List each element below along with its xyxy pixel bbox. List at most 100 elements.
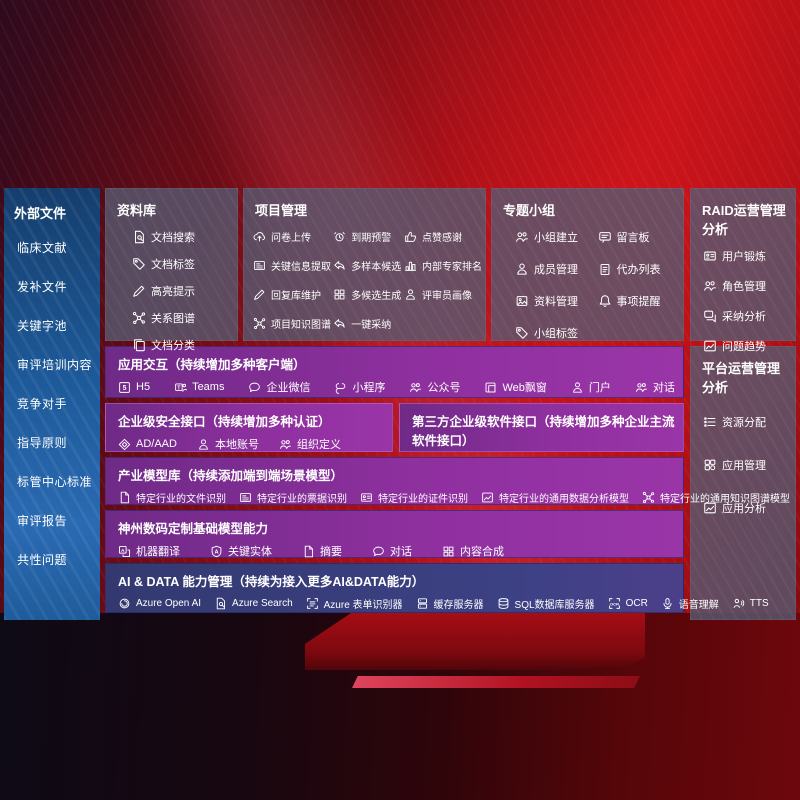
- item-tts[interactable]: TTS: [732, 597, 769, 610]
- item-label: 企业微信: [266, 382, 311, 394]
- sidebar-item[interactable]: 共性问题: [17, 553, 68, 567]
- item-app-manage[interactable]: 应用管理: [703, 457, 790, 473]
- item-cache-server[interactable]: 缓存服务器: [416, 596, 484, 611]
- item-label: 文档搜索: [151, 232, 195, 244]
- item-material-manage[interactable]: 资料管理: [515, 293, 598, 309]
- item-dialog[interactable]: 对话: [635, 379, 675, 395]
- sidebar-item[interactable]: 竞争对手: [17, 397, 68, 411]
- item-expert-rank[interactable]: 内部专家排名: [404, 258, 482, 273]
- item-reply-maintain[interactable]: 回复库维护: [253, 287, 331, 302]
- item-ocr[interactable]: OCR OCR: [608, 597, 648, 610]
- tts-icon: [732, 597, 745, 610]
- sidebar-item[interactable]: 审评培训内容: [17, 358, 93, 372]
- item-chat-dialog[interactable]: 对话: [372, 543, 412, 559]
- item-teams[interactable]: T Teams: [174, 381, 224, 394]
- item-file-recognition[interactable]: 特定行业的文件识别: [118, 490, 226, 505]
- band-items: 5 H5 T Teams 企业微信 小程序 公众号 Web飘窗 门户 对话: [106, 379, 683, 395]
- item-h5[interactable]: 5 H5: [118, 381, 150, 394]
- item-translate[interactable]: A 机器翻译: [118, 543, 180, 559]
- item-miniprogram[interactable]: 小程序: [334, 379, 385, 395]
- web-popup-icon: [484, 381, 497, 394]
- openai-icon: [118, 597, 131, 610]
- item-multi-sample[interactable]: 多样本候选: [333, 258, 402, 273]
- item-resource-allocation[interactable]: 资源分配: [703, 414, 790, 430]
- h5-icon: 5: [118, 381, 131, 394]
- item-doc-tag[interactable]: 文档标签: [132, 256, 232, 272]
- item-label: 资料管理: [534, 296, 578, 308]
- item-key-entity[interactable]: A 关键实体: [210, 543, 272, 559]
- item-local-account[interactable]: 本地账号: [197, 436, 259, 452]
- item-doc-category[interactable]: 文档分类: [132, 337, 232, 353]
- item-group-tag[interactable]: 小组标签: [515, 325, 598, 341]
- item-id-recognition[interactable]: 特定行业的证件识别: [360, 490, 468, 505]
- item-label: 关键信息提取: [271, 262, 331, 273]
- item-sql-server[interactable]: SQL数据库服务器: [497, 596, 595, 611]
- todo-list-icon: [598, 262, 612, 276]
- item-group-create[interactable]: 小组建立: [515, 229, 598, 245]
- item-knowledge-graph-model[interactable]: 特定行业的通用知识图谱模型: [642, 490, 790, 505]
- panel-raid-analysis: RAID运营管理分析 用户锻炼 角色管理 采纳分析 问题趋势: [690, 188, 796, 353]
- item-data-analysis-model[interactable]: 特定行业的通用数据分析模型: [481, 490, 629, 505]
- item-expiry-alarm[interactable]: 到期预警: [333, 229, 402, 244]
- item-label: 应用分析: [722, 503, 766, 515]
- item-role-manage[interactable]: 角色管理: [703, 278, 790, 294]
- item-portal[interactable]: 门户: [571, 379, 611, 395]
- item-highlight[interactable]: 高亮提示: [132, 283, 232, 299]
- item-issue-trend[interactable]: 问题趋势: [703, 338, 790, 354]
- item-relation-graph[interactable]: 关系图谱: [132, 310, 232, 326]
- item-doc-search[interactable]: 文档搜索: [132, 229, 232, 245]
- item-multi-generate[interactable]: 多候选生成: [333, 287, 402, 302]
- item-app-analysis[interactable]: 应用分析: [703, 500, 790, 516]
- item-todo-list[interactable]: 代办列表: [598, 261, 681, 277]
- band-items: 特定行业的文件识别 特定行业的票据识别 特定行业的证件识别 特定行业的通用数据分析模型…: [106, 490, 790, 505]
- item-summary[interactable]: 摘要: [302, 543, 342, 559]
- item-key-info[interactable]: 关键信息提取: [253, 258, 331, 273]
- panel-platform-analysis: 平台运营管理分析 资源分配 应用管理 应用分析: [690, 346, 796, 620]
- item-thumbs-up[interactable]: 点赞感谢: [404, 229, 482, 244]
- dialog-icon: [635, 381, 648, 394]
- item-openai[interactable]: Azure Open AI: [118, 597, 201, 610]
- item-user-card[interactable]: 用户锻炼: [703, 248, 790, 264]
- sidebar-item[interactable]: 发补文件: [17, 280, 68, 294]
- bbs-icon: [598, 230, 612, 244]
- item-reminder-bell[interactable]: 事项提醒: [598, 293, 681, 309]
- item-wechat-work[interactable]: 企业微信: [248, 379, 310, 395]
- official-account-icon: [409, 381, 422, 394]
- multi-generate-icon: [333, 288, 346, 301]
- item-label: 到期预警: [351, 233, 392, 244]
- item-label: 小组建立: [534, 232, 578, 244]
- item-label: 特定行业的通用数据分析模型: [499, 494, 629, 505]
- item-official-account[interactable]: 公众号: [409, 379, 460, 395]
- sidebar-item[interactable]: 指导原则: [17, 436, 68, 450]
- item-label: 门户: [588, 382, 611, 394]
- item-azure-search[interactable]: Azure Search: [214, 597, 293, 610]
- item-project-graph[interactable]: 项目知识图谱: [253, 316, 331, 331]
- item-adoption-analysis[interactable]: 采纳分析: [703, 308, 790, 324]
- project-graph-icon: [253, 317, 266, 330]
- sidebar-item[interactable]: 关键字池: [17, 319, 68, 333]
- item-reviewer-portrait[interactable]: 评审员画像: [404, 287, 482, 302]
- external-files-panel: 外部文件 临床文献 发补文件 关键字池 审评培训内容 竞争对手 指导原则 标管中心标准 审评报…: [4, 188, 100, 620]
- sidebar-item[interactable]: 审评报告: [17, 514, 68, 528]
- item-speech-understanding[interactable]: 语音理解: [661, 596, 719, 611]
- item-label: 多样本候选: [351, 262, 402, 273]
- item-upload-cloud[interactable]: 问卷上传: [253, 229, 331, 244]
- expert-rank-icon: [404, 259, 417, 272]
- speech-understanding-icon: [661, 597, 674, 610]
- knowledge-graph-model-icon: [642, 491, 655, 504]
- item-bbs[interactable]: 留言板: [598, 229, 681, 245]
- one-click-adopt-icon: [333, 317, 346, 330]
- sidebar-item[interactable]: 临床文献: [17, 241, 68, 255]
- item-ad-aad[interactable]: AD/AAD: [118, 438, 177, 451]
- item-one-click-adopt[interactable]: 一键采纳: [333, 316, 402, 331]
- item-org-definition[interactable]: 组织定义: [279, 436, 341, 452]
- sidebar-item[interactable]: 标管中心标准: [17, 475, 93, 489]
- item-invoice-recognition[interactable]: 特定行业的票据识别: [239, 490, 347, 505]
- item-web-popup[interactable]: Web飘窗: [484, 379, 547, 395]
- doc-search-icon: [132, 230, 146, 244]
- item-form-recognizer[interactable]: Azure 表单识别器: [306, 596, 403, 611]
- band-ai-data: AI & DATA 能力管理（持续为接入更多AI&DATA能力） Azure Op…: [105, 563, 769, 613]
- item-content-compose[interactable]: 内容合成: [442, 543, 504, 559]
- item-member-manage[interactable]: 成员管理: [515, 261, 598, 277]
- group-tag-icon: [515, 326, 529, 340]
